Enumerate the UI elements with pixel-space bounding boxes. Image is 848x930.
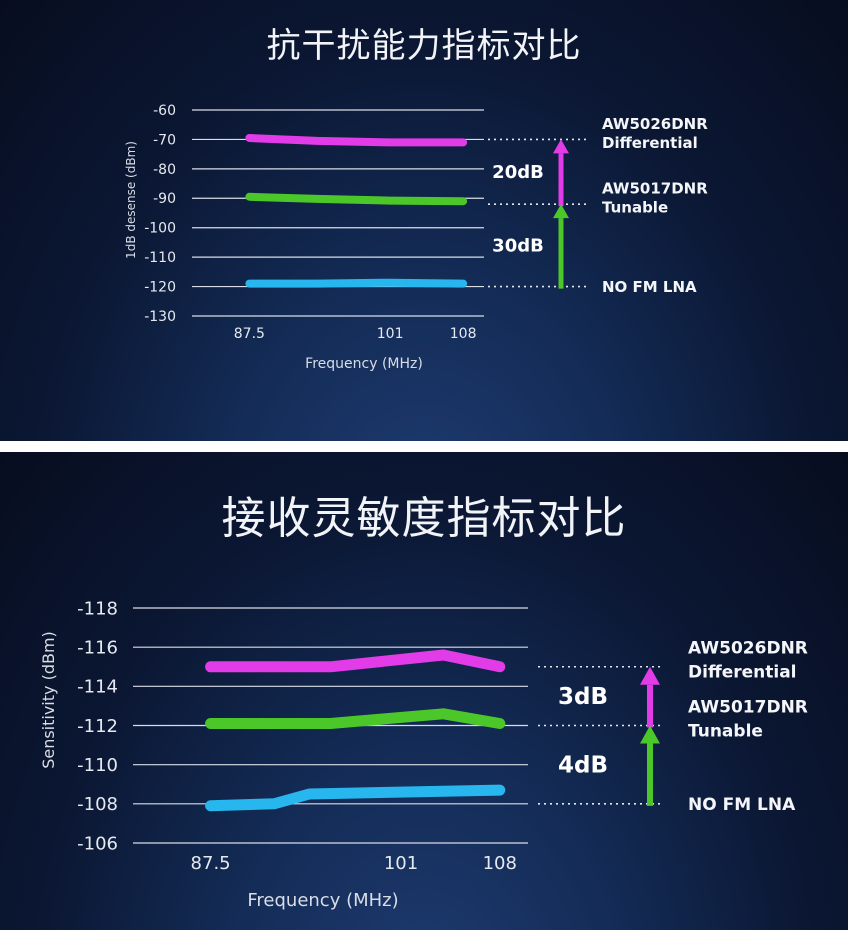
y-tick-label: -118	[77, 598, 118, 619]
series-line-1	[205, 649, 506, 673]
x-tick-label: 87.5	[234, 326, 265, 342]
series-line-3	[245, 278, 468, 288]
difference-arrow-head	[640, 725, 660, 744]
series-line-3	[205, 784, 506, 812]
y-tick-label: -130	[144, 309, 176, 325]
legend-sublabel: Differential	[688, 663, 797, 683]
difference-label: 30dB	[492, 236, 544, 257]
y-axis-label: Sensitivity (dBm)	[39, 631, 58, 769]
series-line-2	[245, 192, 468, 206]
y-tick-label: -112	[77, 716, 118, 737]
y-tick-label: -110	[77, 755, 118, 776]
y-tick-label: -120	[144, 279, 176, 295]
x-axis-label: Frequency (MHz)	[305, 356, 423, 372]
x-tick-label: 87.5	[191, 853, 231, 874]
chart-title: 接收灵敏度指标对比	[221, 493, 627, 544]
y-tick-label: -70	[153, 132, 176, 148]
difference-label: 20dB	[492, 162, 544, 183]
y-tick-label: -114	[77, 677, 118, 698]
sensitivity-chart-panel: 接收灵敏度指标对比 -118 -116 -114 -112 -110 -108 -106 87…	[0, 452, 848, 930]
legend-label: NO FM LNA	[602, 278, 697, 296]
legend-sublabel: Tunable	[602, 199, 668, 217]
x-tick-label: 108	[450, 326, 477, 342]
y-axis-label: 1dB desense (dBm)	[124, 141, 138, 259]
legend-label: AW5017DNR	[602, 180, 708, 198]
y-tick-label: -90	[153, 191, 176, 207]
difference-arrow-head	[553, 139, 569, 154]
y-tick-label: -60	[153, 103, 176, 119]
x-tick-label: 108	[483, 853, 517, 874]
y-tick-label: -106	[77, 833, 118, 854]
legend-sublabel: Tunable	[688, 721, 763, 741]
difference-label: 4dB	[558, 753, 608, 779]
difference-arrow-head	[640, 666, 660, 685]
x-tick-label: 101	[384, 853, 418, 874]
y-tick-label: -100	[144, 221, 176, 237]
series-line-2	[205, 708, 506, 729]
legend-label: AW5017DNR	[688, 697, 808, 717]
interference-chart: -60 -70 -80 -90 -100 -110 -120 -130 87.5 101 108 Fr…	[124, 103, 708, 372]
chart-title: 抗干扰能力指标对比	[266, 26, 582, 66]
x-tick-label: 101	[377, 326, 404, 342]
sensitivity-chart: -118 -116 -114 -112 -110 -108 -106 87.5 101 108 Fr…	[39, 598, 808, 911]
legend-label: AW5026DNR	[602, 115, 708, 133]
interference-chart-panel: 抗干扰能力指标对比 -60 -70 -80 -90 -100 -110 -120 -130 87…	[0, 0, 848, 441]
y-tick-label: -110	[144, 250, 176, 266]
series-line-1	[245, 134, 468, 147]
difference-arrow-head	[553, 204, 569, 219]
legend-label: NO FM LNA	[688, 795, 796, 815]
legend-label: AW5026DNR	[688, 639, 808, 659]
x-axis-label: Frequency (MHz)	[247, 890, 398, 911]
difference-label: 3dB	[558, 684, 608, 710]
legend-sublabel: Differential	[602, 134, 698, 152]
y-tick-label: -80	[153, 162, 176, 178]
y-tick-label: -116	[77, 637, 118, 658]
y-tick-label: -108	[77, 794, 118, 815]
